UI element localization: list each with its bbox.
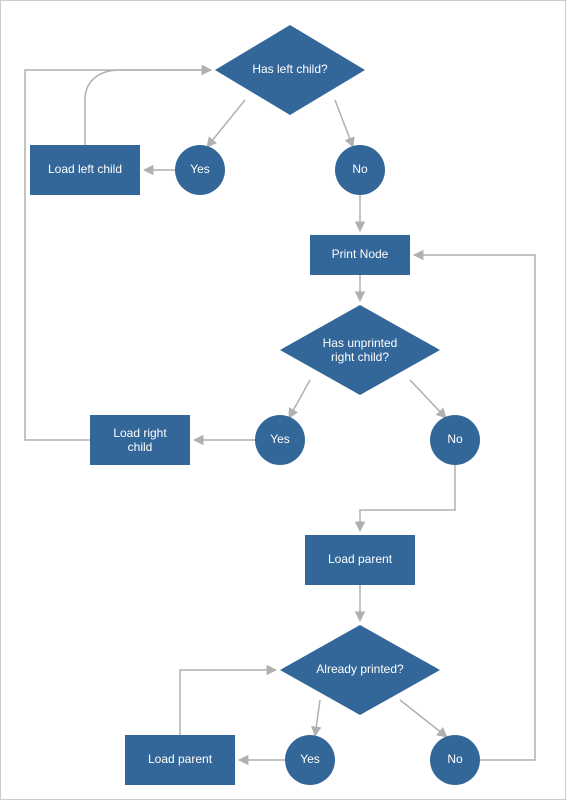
process-load-parent-1-label: Load parent [328, 552, 393, 566]
terminal-no-3: No [430, 735, 480, 785]
process-load-parent-1: Load parent [305, 535, 415, 585]
decision-already-printed-label: Already printed? [316, 662, 404, 676]
process-load-parent-2-label: Load parent [148, 752, 213, 766]
terminal-yes-2: Yes [255, 415, 305, 465]
terminal-yes-2-label: Yes [270, 432, 290, 446]
terminal-no-1-label: No [352, 162, 368, 176]
process-print-node: Print Node [310, 235, 410, 275]
process-load-left-child-label: Load left child [48, 162, 122, 176]
terminal-no-2-label: No [447, 432, 463, 446]
process-load-parent-2: Load parent [125, 735, 235, 785]
terminal-no-2: No [430, 415, 480, 465]
decision-has-unprinted-right-child-label1: Has unprinted [323, 336, 398, 350]
terminal-yes-1: Yes [175, 145, 225, 195]
flowchart-canvas: Has left child? Yes No Load left child P… [0, 0, 566, 800]
process-load-left-child: Load left child [30, 145, 140, 195]
terminal-yes-1-label: Yes [190, 162, 210, 176]
process-load-right-child-label1: Load right [113, 426, 167, 440]
terminal-yes-3: Yes [285, 735, 335, 785]
terminal-no-1: No [335, 145, 385, 195]
terminal-yes-3-label: Yes [300, 752, 320, 766]
process-print-node-label: Print Node [332, 247, 389, 261]
process-load-right-child-label2: child [128, 440, 153, 454]
terminal-no-3-label: No [447, 752, 463, 766]
decision-has-left-child-label: Has left child? [252, 62, 328, 76]
decision-has-unprinted-right-child-label2: right child? [331, 350, 389, 364]
process-load-right-child: Load right child [90, 415, 190, 465]
